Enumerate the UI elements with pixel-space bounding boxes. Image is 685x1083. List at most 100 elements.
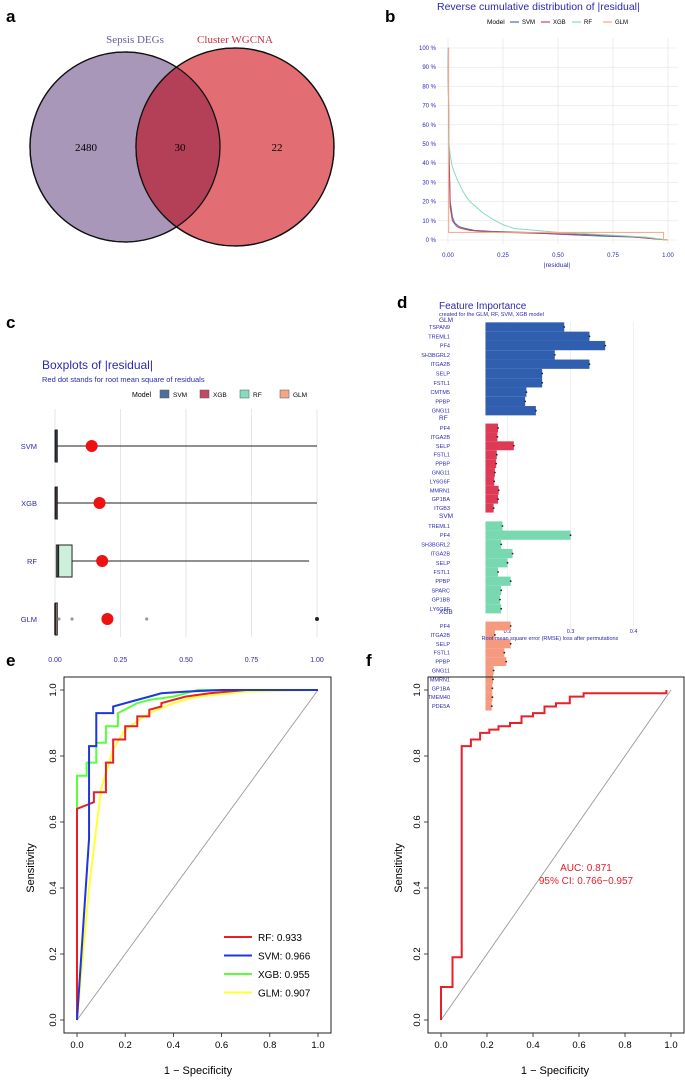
feature-label-pde5a: PDE5A [432, 704, 450, 710]
bar-end-xgb [509, 625, 512, 627]
bar-end-svm [500, 543, 503, 546]
x-tick-label: 0.25 [114, 657, 128, 664]
legend-label-xgb: XGB [213, 392, 227, 399]
x-tick-label: 0.75 [245, 657, 259, 664]
feature-label-sh3bgrl2: SH3BGRL2 [421, 353, 450, 359]
bar-end-xgb [490, 705, 493, 707]
bar-svm-itga2b [485, 549, 513, 559]
y-tick-label: 0.8 [412, 749, 423, 762]
legend-label-xgb: XGB [553, 20, 566, 26]
y-tick-label: 0.6 [412, 815, 423, 828]
bar-rf-mmrn1 [485, 485, 499, 495]
feature-label-treml1: TREML1 [428, 334, 450, 340]
y-tick-label: 30 % [422, 180, 436, 186]
x-tick-label: 1.00 [310, 657, 324, 664]
feature-label-fstl1: FSTL1 [433, 570, 450, 576]
bar-xgb-fstl1 [485, 648, 505, 658]
bar-end-glm [534, 409, 537, 412]
y-tick-label: 90 % [422, 65, 436, 71]
bar-end-svm [499, 598, 501, 601]
x-tick-label: 0.6 [572, 1040, 585, 1051]
y-tick-label: 80 % [422, 84, 436, 90]
y-tick-label: SVM [21, 442, 37, 451]
x-tick-label: 0.4 [167, 1040, 180, 1051]
bar-svm-sh3bgrl2 [485, 539, 502, 549]
feature-label-itga2b: ITGA2B [430, 362, 450, 368]
venn-label-sepsis-degs: Sepsis DEGs [106, 34, 164, 46]
feature-label-gng11: GNG11 [432, 409, 450, 415]
bar-glm-tspan9 [485, 322, 565, 332]
panel-letter-d: d [397, 293, 407, 312]
rmse-dot-glm [101, 613, 114, 625]
y-tick-label: 0.4 [412, 881, 423, 894]
feature-label-sparc: SPARC [431, 588, 450, 594]
residual-cumulative-chart: Reverse cumulative distribution of |resi… [419, 1, 678, 269]
bar-svm-sparc [485, 585, 502, 595]
x-tick-label: 0.00 [48, 657, 62, 664]
legend-swatch-xgb [199, 389, 210, 399]
feature-label-tspan9: TSPAN9 [429, 325, 450, 331]
venn-diagram: Sepsis DEGs Cluster WGCNA 2480 30 22 [29, 34, 335, 247]
x-tick-label: 0.8 [618, 1040, 631, 1051]
bar-end-glm [563, 326, 566, 328]
bar-glm-ppbp [485, 396, 526, 407]
legend-label-rf: RF: 0.933 [258, 933, 302, 944]
bar-xgb-selp [485, 639, 511, 649]
bar-end-xgb [492, 669, 495, 672]
bar-xgb-itga2b [485, 630, 495, 640]
roc-line-xgb [76, 689, 318, 1020]
y-tick-label: 0.0 [48, 1013, 59, 1026]
chance-diagonal [76, 689, 319, 1021]
roc-line-roc [440, 690, 668, 1020]
y-tick-label: 0 % [426, 238, 437, 244]
bar-end-svm [501, 525, 504, 527]
feature-label-selp: SELP [436, 372, 450, 378]
bar-glm-sh3bgrl2 [485, 350, 555, 360]
feature-label-fstl1: FSTL1 [433, 651, 450, 657]
bar-end-rf [495, 462, 498, 465]
outlier-point [315, 617, 319, 621]
chart-c-subtitle: Red dot stands for root mean square of r… [42, 375, 205, 384]
y-tick-label: RF [27, 557, 37, 566]
y-tick-label: 0.6 [48, 815, 59, 828]
x-tick-label: 0.75 [607, 253, 619, 259]
bar-glm-treml1 [485, 331, 590, 341]
venn-count-right: 22 [272, 142, 283, 154]
bar-glm-fstl1 [485, 378, 543, 388]
roc-multi-model-chart: 0.0 0.2 0.4 0.6 0.8 1.0 0.0 0.2 0.4 0.6 0.8 1.0 RF: … [25, 676, 332, 1077]
bar-end-glm [604, 344, 607, 347]
x-tick-label: 0.2 [119, 1040, 132, 1051]
residual-boxplot-chart: Boxplots of |residual| Red dot stands fo… [21, 358, 324, 664]
legend-label-rf: RF [584, 20, 592, 26]
feature-label-ppbp: PPBP [435, 462, 450, 468]
x-tick-label: 1.0 [664, 1040, 677, 1051]
bar-end-xgb [509, 642, 512, 645]
feature-label-gp1ba: GP1BA [432, 497, 451, 503]
x-tick-label: 0.6 [215, 1040, 228, 1051]
bar-xgb-ppbp [485, 657, 507, 667]
x-tick-label: 0.8 [263, 1040, 276, 1051]
bar-end-svm [506, 561, 509, 564]
series-line-rf [447, 47, 669, 241]
outlier-point [145, 617, 149, 621]
bar-end-glm [553, 354, 556, 356]
bar-end-xgb [491, 687, 494, 690]
group-label-svm: SVM [439, 513, 453, 520]
x-tick-label: 0.4 [526, 1040, 539, 1051]
x-tick-label: 0.4 [630, 629, 638, 635]
y-tick-label: 100 % [419, 46, 437, 52]
series-line-glm [448, 47, 668, 241]
chart-d-subtitle: created for the GLM, RF, SVM, XGB model [439, 312, 544, 318]
bar-rf-fstl1 [485, 450, 497, 460]
feature-label-gp1bb: GP1BB [432, 598, 451, 604]
chart-d-xlabel: Root mean square error (RMSE) loss after… [482, 636, 619, 642]
bar-xgb-gp1ba [485, 683, 493, 693]
series-line-xgb [447, 47, 669, 241]
y-tick-label: 20 % [422, 200, 436, 206]
y-tick-label: 0.4 [48, 881, 59, 894]
legend-label-glm: GLM [293, 392, 307, 399]
bar-end-rf [512, 444, 515, 447]
bar-svm-ppbp [485, 576, 511, 586]
bar-xgb-mmrn1 [485, 674, 494, 684]
